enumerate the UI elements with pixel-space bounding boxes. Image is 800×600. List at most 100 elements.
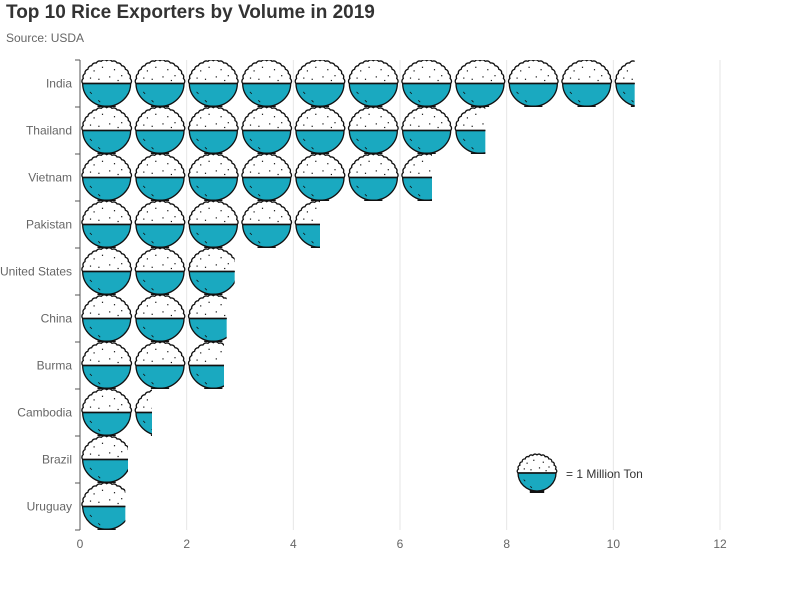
rice-grain: [155, 396, 156, 397]
rice-dome-icon: [81, 154, 133, 179]
rice-grain: [227, 216, 229, 218]
rice-grain: [196, 265, 198, 267]
rice-grain: [200, 352, 202, 354]
rice-grain: [545, 470, 547, 472]
bowl-foot: [204, 387, 223, 389]
rice-grain: [356, 124, 358, 126]
rice-dome-icon: [134, 201, 186, 226]
rice-grain: [109, 123, 111, 125]
rice-grain: [89, 77, 92, 79]
rice-grain: [143, 359, 145, 361]
rice-grain: [170, 220, 172, 223]
rice-grain: [277, 220, 279, 223]
rice-bowl-icon: [134, 295, 186, 342]
rice-grain: [121, 451, 123, 453]
rice-grain: [375, 76, 377, 78]
bowl-foot: [150, 434, 152, 436]
rice-grain: [303, 77, 305, 79]
rice-grain: [151, 360, 153, 362]
rice-grain: [162, 311, 164, 313]
x-tick-label: 6: [397, 537, 404, 551]
rice-dome-icon: [134, 342, 186, 367]
rice-dome-icon: [81, 436, 128, 461]
rice-grain: [143, 218, 145, 220]
rice-grain: [277, 79, 279, 82]
rice-grain: [482, 123, 484, 125]
rice-grain: [623, 77, 625, 79]
rice-grain: [589, 76, 591, 78]
rice-grain: [174, 122, 176, 124]
rice-grain: [93, 117, 95, 119]
rice-grain: [491, 127, 492, 128]
rice-grain: [155, 66, 157, 68]
bar-china: [81, 295, 229, 342]
rice-grain: [327, 163, 329, 165]
rice-grain: [155, 301, 157, 303]
bowl-body-icon: [135, 82, 185, 107]
rice-grain: [146, 70, 148, 72]
bowl-body-icon: [82, 270, 132, 295]
rice-grain: [196, 359, 198, 361]
rice-grain: [269, 123, 271, 125]
rice-grain: [117, 79, 119, 82]
rice-grain: [224, 362, 225, 363]
rice-grain: [311, 172, 313, 174]
rice-grain: [167, 351, 169, 353]
rice-grain: [117, 361, 119, 364]
rice-grain: [89, 406, 92, 408]
rice-dome-icon: [134, 248, 186, 273]
rice-grain: [273, 69, 276, 71]
rice-bowl-icon: [241, 107, 293, 154]
rice-bowl-icon: [294, 107, 346, 154]
bowl-foot: [417, 199, 432, 201]
rice-grain: [253, 211, 255, 213]
rice-grain: [196, 218, 198, 220]
rice-grain: [167, 116, 169, 118]
rice-grain: [220, 69, 222, 71]
rice-grain: [98, 125, 100, 127]
rice-grain: [356, 171, 358, 173]
rice-grain: [146, 258, 148, 260]
bowl-foot: [257, 105, 276, 107]
rice-grain: [330, 126, 332, 129]
legend-rice-bowl-icon: [516, 453, 558, 493]
rice-grain: [311, 78, 313, 80]
rice-grain: [227, 122, 229, 124]
rice-grain: [162, 358, 164, 360]
rice-bowl-icon: [134, 201, 186, 248]
bar-brazil: [81, 436, 128, 483]
rice-grain: [437, 79, 439, 82]
rice-grain: [360, 70, 362, 72]
rice-grain: [466, 70, 468, 72]
bowl-body-icon: [82, 223, 132, 248]
rice-dome-icon: [187, 107, 239, 132]
rice-grain: [409, 124, 412, 126]
rice-grain: [220, 351, 222, 353]
rice-bowl-icon: [187, 295, 229, 342]
rice-grain: [315, 113, 317, 115]
bowl-body-icon: [348, 129, 398, 154]
rice-grain: [101, 489, 104, 491]
rice-grain: [155, 348, 157, 350]
bowl-foot: [150, 387, 170, 389]
rice-bowl-icon: [187, 60, 239, 107]
bowl-body-icon: [82, 176, 132, 201]
rice-grain: [544, 79, 546, 82]
rice-grain: [227, 263, 229, 265]
rice-grain: [578, 78, 580, 80]
rice-grain: [174, 169, 176, 171]
rice-grain: [146, 117, 148, 119]
rice-grain: [113, 69, 116, 71]
rice-grain: [146, 211, 148, 213]
rice-grain: [421, 113, 424, 115]
rice-grain: [228, 310, 229, 311]
rice-bowl-icon: [187, 154, 239, 201]
rice-grain: [220, 304, 222, 306]
rice-grain: [204, 266, 207, 268]
rice-grain: [523, 468, 525, 470]
rice-grain: [249, 218, 252, 220]
rice-grain: [258, 78, 260, 80]
bowl-body-icon: [188, 129, 238, 154]
rice-grain: [109, 76, 111, 78]
rice-grain: [98, 266, 100, 268]
